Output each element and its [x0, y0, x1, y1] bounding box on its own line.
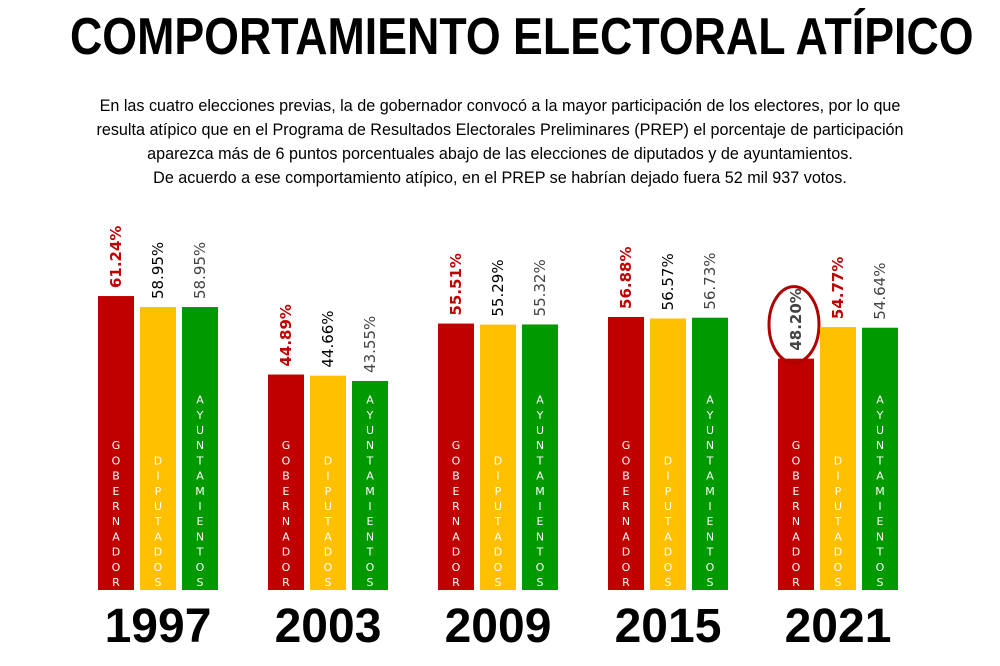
data-label-ayuntamientos-2015: 56.73% [701, 252, 719, 309]
bar-group-2015: G O B E R N A D O R 56.88% D I P U T A D O S 56.57% A Y U N T A M I E… [608, 246, 728, 653]
data-label-diputados-2009: 55.29% [489, 259, 507, 316]
bar-diputados-2003 [310, 375, 346, 590]
data-label-diputados-2003: 44.66% [319, 310, 337, 367]
data-label-gobernador-2003: 44.89% [277, 304, 295, 366]
bar-ayuntamientos-2021 [862, 327, 898, 590]
bar-ayuntamientos-2015 [692, 317, 728, 590]
page-title: COMPORTAMIENTO ELECTORAL ATÍPICO [70, 8, 974, 66]
bar-gobernador-1997 [98, 296, 134, 590]
data-label-diputados-2015: 56.57% [659, 253, 677, 310]
bar-group-2009: G O B E R N A D O R 55.51% D I P U T A D O S 55.29% A Y U N T A M I E… [438, 253, 558, 653]
highlight-circle [767, 285, 821, 365]
data-label-diputados-2021: 54.77% [829, 257, 847, 319]
bar-gobernador-2021 [778, 358, 814, 590]
bar-ayuntamientos-2003 [352, 380, 388, 590]
data-label-ayuntamientos-2021: 54.64% [871, 263, 889, 320]
data-label-gobernador-1997: 61.24% [107, 226, 125, 288]
intro-line: resulta atípico que en el Programa de Re… [96, 120, 904, 139]
bar-group-1997: G O B E R N A D O R 61.24% D I P U T A D O S 58.95% A Y U N T A M I E… [98, 226, 218, 653]
tick-label-2015: 2015 [615, 600, 722, 653]
intro-line: aparezca más de 6 puntos porcentuales ab… [147, 144, 853, 163]
intro-line: De acuerdo a ese comportamiento atípico,… [153, 168, 847, 187]
bar-gobernador-2009 [438, 323, 474, 590]
bar-diputados-2021 [820, 327, 856, 590]
bar-diputados-2009 [480, 324, 516, 590]
intro-line: En las cuatro elecciones previas, la de … [99, 96, 901, 115]
data-label-gobernador-2009: 55.51% [447, 253, 465, 315]
bar-group-2003: G O B E R N A D O R 44.89% D I P U T A D O S 44.66% A Y U N T A M I E… [268, 304, 388, 653]
tick-label-1997: 1997 [105, 600, 212, 653]
data-label-gobernador-2021: 48.20% [787, 288, 805, 350]
bar-diputados-2015 [650, 318, 686, 590]
bar-gobernador-2003 [268, 374, 304, 590]
tick-label-2021: 2021 [785, 600, 892, 653]
data-label-gobernador-2015: 56.88% [617, 246, 635, 308]
bar-gobernador-2015 [608, 316, 644, 590]
data-label-ayuntamientos-1997: 58.95% [191, 242, 209, 299]
bar-diputados-1997 [140, 307, 176, 590]
bar-ayuntamientos-2009 [522, 324, 558, 590]
data-label-ayuntamientos-2009: 55.32% [531, 259, 549, 316]
bar-ayuntamientos-1997 [182, 307, 218, 590]
data-label-diputados-1997: 58.95% [149, 242, 167, 299]
intro-paragraph: En las cuatro elecciones previas, la de … [30, 94, 970, 190]
tick-label-2003: 2003 [275, 600, 382, 653]
data-label-ayuntamientos-2003: 43.55% [361, 316, 379, 373]
tick-label-2009: 2009 [445, 600, 552, 653]
bar-group-2021: G O B E R N A D O R 48.20% D I P U T A D O S 54.77% A Y U N T A M I E… [767, 257, 898, 653]
